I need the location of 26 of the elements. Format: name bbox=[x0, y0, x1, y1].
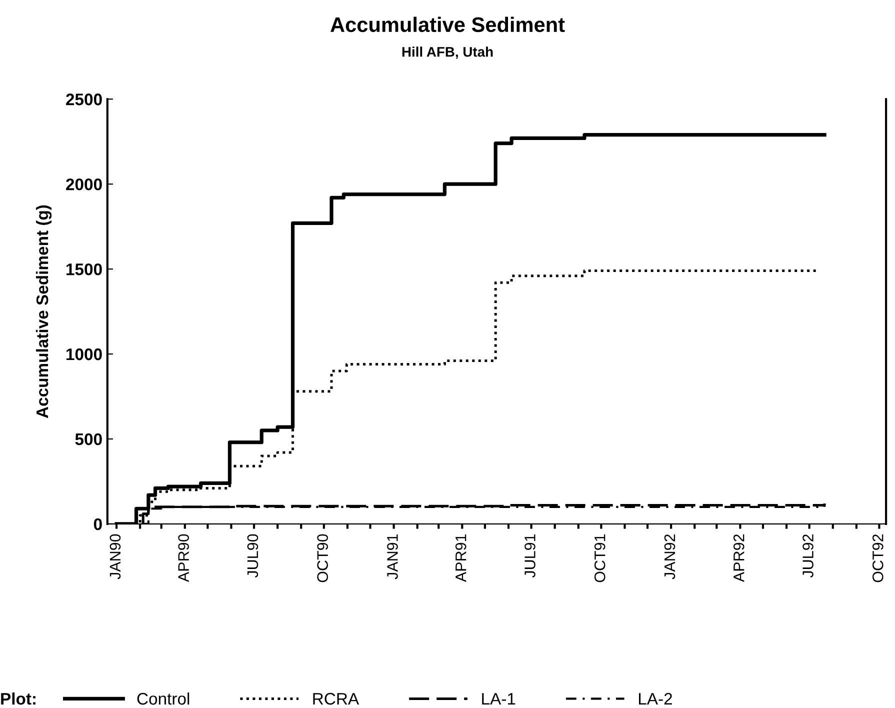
x-tick-label: OCT90 bbox=[317, 534, 328, 582]
chart-title: Accumulative Sediment bbox=[330, 16, 565, 32]
x-tick-label: JUL90 bbox=[247, 534, 258, 578]
y-tick-label: 1500 bbox=[66, 263, 102, 276]
y-tick-label: 0 bbox=[94, 518, 102, 530]
y-tick-label: 500 bbox=[75, 433, 102, 446]
x-tick-label: JUL91 bbox=[524, 534, 536, 578]
y-axis-title: Accumulative Sediment (g) bbox=[36, 205, 52, 418]
x-tick-label: JAN90 bbox=[110, 534, 121, 580]
x-tick-label: APR91 bbox=[455, 534, 466, 582]
x-tick-label: OCT92 bbox=[872, 534, 884, 582]
x-tick-label: JAN92 bbox=[664, 534, 676, 580]
x-tick-label: JUL92 bbox=[802, 534, 814, 578]
legend-label: LA-1 bbox=[482, 693, 516, 705]
x-tick-label: JAN91 bbox=[387, 534, 398, 580]
chart-subtitle: Hill AFB, Utah bbox=[402, 46, 493, 59]
y-tick-label: 2000 bbox=[66, 178, 102, 190]
y-tick-label: 2500 bbox=[66, 94, 102, 106]
x-tick-label: APR90 bbox=[178, 534, 189, 582]
legend-label: LA-2 bbox=[638, 692, 672, 705]
y-tick-label: 1000 bbox=[66, 348, 102, 360]
legend-label: Control bbox=[137, 692, 190, 705]
legend-title: Plot: bbox=[1, 692, 36, 705]
x-tick-label: APR92 bbox=[733, 534, 744, 582]
legend-label: RCRA bbox=[313, 692, 360, 705]
x-tick-label: OCT91 bbox=[594, 534, 606, 582]
